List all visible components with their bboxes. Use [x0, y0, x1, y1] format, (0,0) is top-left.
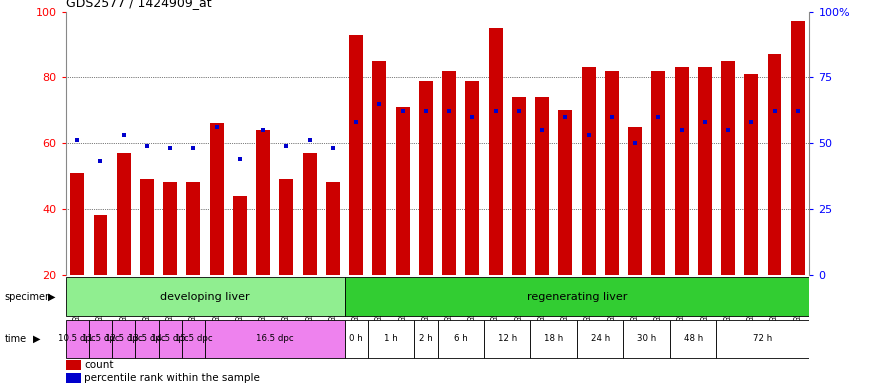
Bar — [530, 319, 577, 358]
Bar — [186, 182, 200, 275]
Text: 2 h: 2 h — [419, 334, 433, 343]
Text: 0 h: 0 h — [349, 334, 363, 343]
Text: 12 h: 12 h — [498, 334, 517, 343]
Bar — [536, 97, 550, 275]
Bar — [484, 319, 530, 358]
Text: 11.5 dpc: 11.5 dpc — [81, 334, 119, 343]
Bar — [396, 107, 410, 275]
Bar — [66, 373, 80, 383]
Bar — [66, 319, 89, 358]
Bar — [140, 179, 154, 275]
Bar — [70, 173, 84, 275]
Bar — [345, 319, 368, 358]
Bar — [345, 277, 809, 316]
Bar — [414, 319, 438, 358]
Text: developing liver: developing liver — [160, 291, 250, 302]
Bar — [368, 319, 414, 358]
Bar — [205, 319, 345, 358]
Bar — [116, 153, 130, 275]
Bar — [651, 71, 665, 275]
Bar — [326, 182, 340, 275]
Bar — [256, 130, 270, 275]
Text: 14.5 dpc: 14.5 dpc — [151, 334, 189, 343]
Text: 18 h: 18 h — [544, 334, 564, 343]
Bar — [745, 74, 759, 275]
Text: 16.5 dpc: 16.5 dpc — [256, 334, 294, 343]
Bar — [158, 319, 182, 358]
Text: regenerating liver: regenerating liver — [527, 291, 627, 302]
Text: 12.5 dpc: 12.5 dpc — [105, 334, 143, 343]
Bar — [605, 71, 619, 275]
Text: 24 h: 24 h — [591, 334, 610, 343]
Text: 48 h: 48 h — [683, 334, 703, 343]
Bar — [488, 28, 502, 275]
Bar — [373, 61, 387, 275]
Bar — [767, 54, 781, 275]
Text: 1 h: 1 h — [384, 334, 398, 343]
Bar — [582, 68, 596, 275]
Text: 72 h: 72 h — [753, 334, 773, 343]
Bar — [210, 123, 224, 275]
Bar — [791, 22, 805, 275]
Bar — [66, 277, 345, 316]
Text: percentile rank within the sample: percentile rank within the sample — [84, 373, 260, 383]
Text: GDS2577 / 1424909_at: GDS2577 / 1424909_at — [66, 0, 211, 9]
Text: ▶: ▶ — [48, 291, 56, 302]
Text: 13.5 dpc: 13.5 dpc — [128, 334, 165, 343]
Bar — [66, 360, 80, 370]
Bar — [112, 319, 136, 358]
Text: 6 h: 6 h — [454, 334, 467, 343]
Bar — [670, 319, 717, 358]
Bar — [675, 68, 689, 275]
Bar — [233, 196, 247, 275]
Text: time: time — [4, 334, 26, 344]
Bar — [698, 68, 711, 275]
Bar — [419, 81, 433, 275]
Bar — [438, 319, 484, 358]
Bar — [623, 319, 670, 358]
Bar — [628, 127, 642, 275]
Bar — [182, 319, 205, 358]
Bar — [512, 97, 526, 275]
Text: count: count — [84, 360, 114, 370]
Bar — [136, 319, 158, 358]
Bar — [717, 319, 809, 358]
Bar — [349, 35, 363, 275]
Text: 10.5 dpc: 10.5 dpc — [59, 334, 96, 343]
Bar — [577, 319, 623, 358]
Bar — [303, 153, 317, 275]
Bar — [89, 319, 112, 358]
Text: specimen: specimen — [4, 291, 52, 302]
Bar — [721, 61, 735, 275]
Bar — [94, 215, 108, 275]
Bar — [279, 179, 293, 275]
Text: 15.5 dpc: 15.5 dpc — [175, 334, 213, 343]
Bar — [466, 81, 480, 275]
Text: ▶: ▶ — [33, 334, 41, 344]
Bar — [164, 182, 177, 275]
Text: 30 h: 30 h — [637, 334, 656, 343]
Bar — [442, 71, 456, 275]
Bar — [558, 110, 572, 275]
